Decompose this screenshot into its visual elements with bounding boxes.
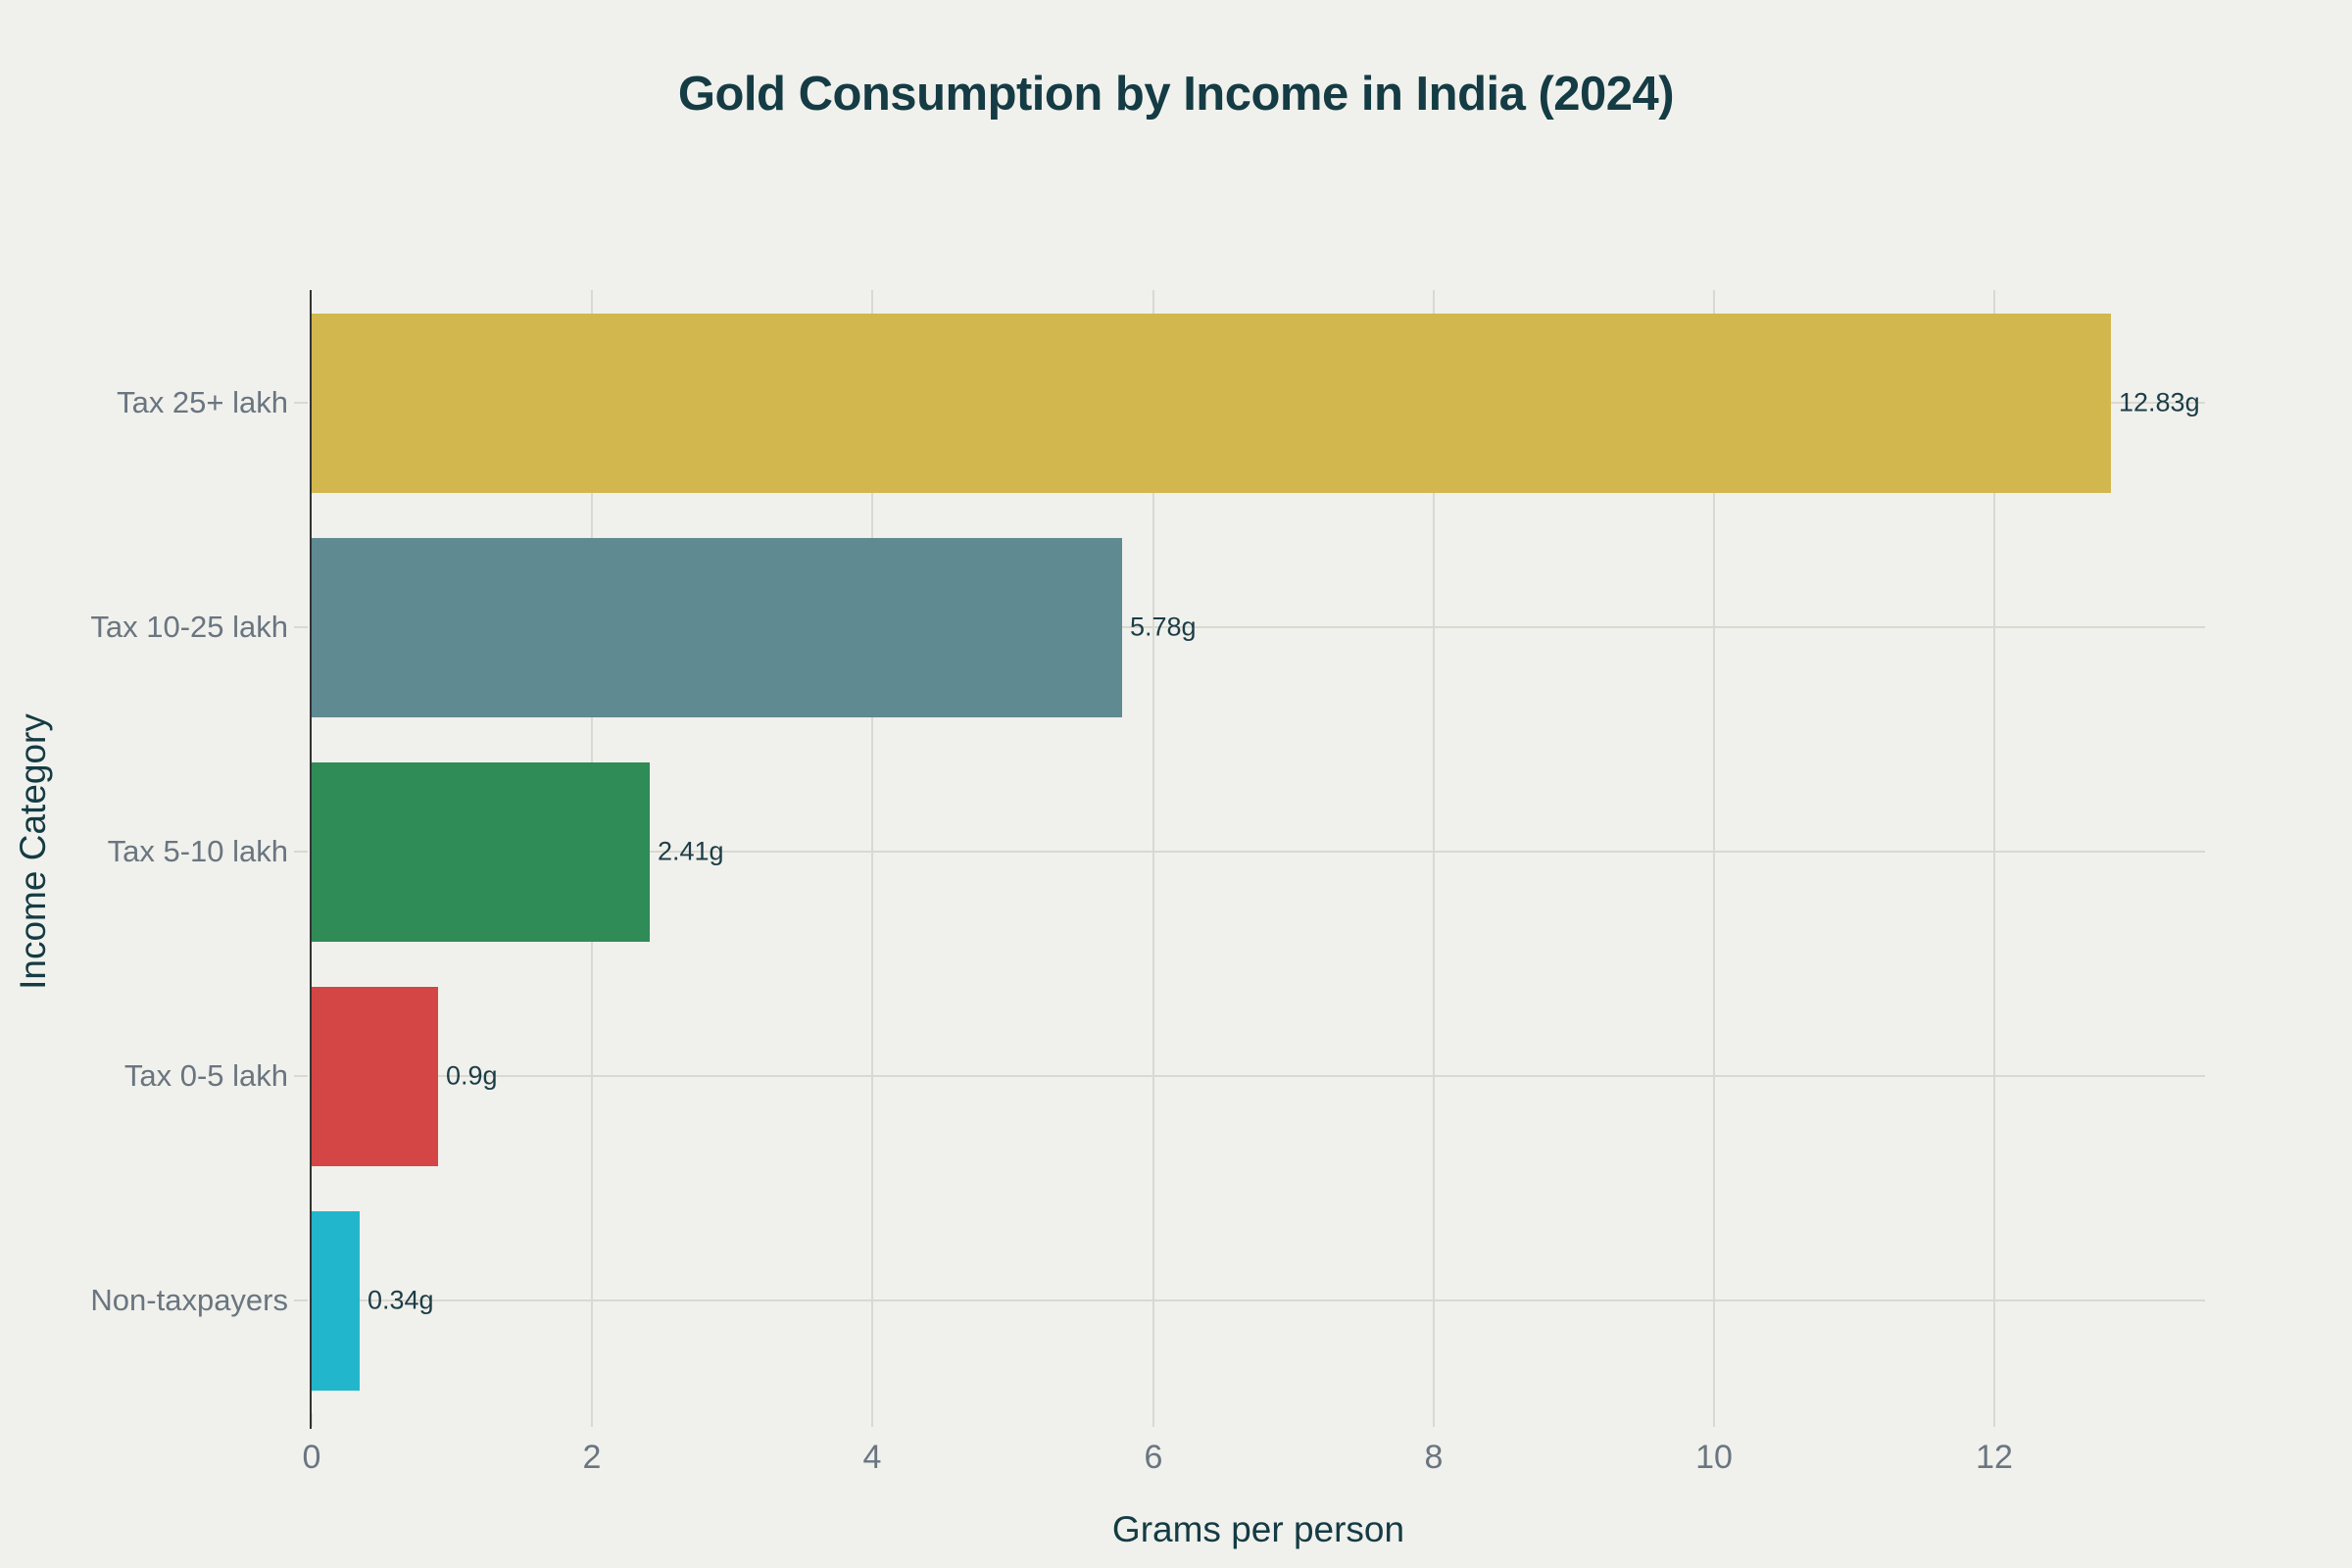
bar xyxy=(312,987,438,1166)
x-tick-label: 2 xyxy=(582,1439,602,1476)
y-axis-line xyxy=(310,290,312,1429)
category-label: Tax 5-10 lakh xyxy=(107,834,288,868)
y-gridline xyxy=(312,1299,2205,1301)
x-tick-mark xyxy=(1433,1413,1435,1427)
x-tick-label: 4 xyxy=(862,1439,882,1476)
x-tick-mark xyxy=(311,1413,313,1427)
bar-value-label: 5.78g xyxy=(1130,612,1197,642)
x-tick-mark xyxy=(1152,1413,1154,1427)
bar-value-label: 12.83g xyxy=(2119,387,2200,417)
bar-value-label: 0.9g xyxy=(446,1060,498,1091)
x-axis-title: Grams per person xyxy=(1111,1509,1405,1549)
bar-value-label: 2.41g xyxy=(658,836,724,866)
category-label: Tax 25+ lakh xyxy=(117,385,288,419)
x-tick-mark xyxy=(871,1413,873,1427)
x-tick-mark xyxy=(1993,1413,1995,1427)
category-tick-mark xyxy=(294,1299,308,1301)
category-label: Tax 0-5 lakh xyxy=(123,1058,288,1093)
bar xyxy=(312,538,1122,717)
category-tick-mark xyxy=(294,626,308,628)
bar-value-label: 0.34g xyxy=(368,1285,434,1315)
x-tick-label: 8 xyxy=(1424,1439,1444,1476)
x-tick-label: 10 xyxy=(1695,1439,1733,1476)
x-tick-label: 0 xyxy=(302,1439,321,1476)
x-tick-label: 6 xyxy=(1144,1439,1163,1476)
y-gridline xyxy=(312,626,2205,628)
x-tick-label: 12 xyxy=(1976,1439,2013,1476)
y-gridline xyxy=(312,1075,2205,1077)
y-gridline xyxy=(312,851,2205,853)
bar xyxy=(312,314,2111,493)
category-tick-mark xyxy=(294,1075,308,1077)
x-tick-mark xyxy=(591,1413,593,1427)
category-label: Non-taxpayers xyxy=(90,1283,288,1317)
category-tick-mark xyxy=(294,851,308,853)
x-tick-mark xyxy=(1713,1413,1715,1427)
bar xyxy=(312,762,650,942)
category-label: Tax 10-25 lakh xyxy=(90,610,288,644)
chart-title: Gold Consumption by Income in India (202… xyxy=(677,68,1675,121)
category-tick-mark xyxy=(294,402,308,404)
bar xyxy=(312,1211,360,1391)
